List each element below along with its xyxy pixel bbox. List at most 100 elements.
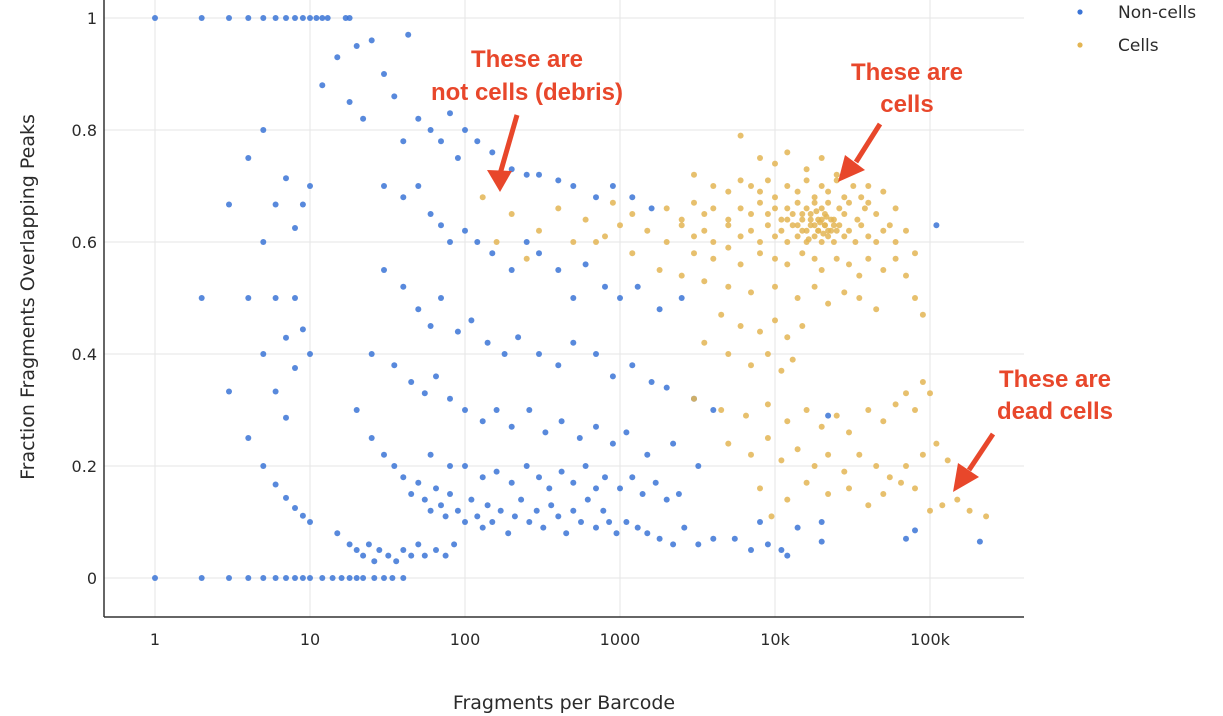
point-cells [880,267,887,273]
point-cells [841,289,848,296]
point-cells [815,227,822,234]
point-non-cells [617,295,623,301]
point-cells [846,261,852,268]
point-non-cells [903,535,909,542]
point-cells [570,239,577,245]
point-non-cells [299,326,306,333]
point-non-cells [578,519,584,525]
point-non-cells [454,507,461,514]
point-cells [794,188,801,195]
point-cells [912,250,918,257]
point-non-cells [272,295,279,301]
point-non-cells [663,384,670,391]
point-non-cells [292,365,298,371]
point-non-cells [629,194,636,201]
point-cells [858,222,865,229]
point-non-cells [433,485,439,492]
point-cells [784,334,791,341]
point-non-cells [299,201,306,208]
annotation-cells-line-1: These are [851,59,963,86]
point-non-cells [198,575,205,581]
point-non-cells [427,211,434,217]
point-cells [886,222,893,229]
point-cells [710,255,717,262]
point-non-cells [319,15,326,21]
point-non-cells [976,538,983,545]
point-non-cells [497,507,504,514]
point-non-cells [644,451,651,458]
point-non-cells [794,524,801,531]
point-non-cells [346,15,353,21]
point-non-cells [468,317,475,324]
point-cells [880,418,887,425]
point-non-cells [540,524,547,531]
point-non-cells [245,295,252,301]
point-cells [818,423,825,430]
point-non-cells [648,205,655,212]
point-non-cells [433,547,439,553]
point-cells [966,507,973,514]
point-non-cells [260,575,267,581]
point-non-cells [489,519,496,525]
point-non-cells [319,82,326,89]
point-cells [846,199,852,206]
point-non-cells [307,519,313,525]
y-tick-label: 0.4 [72,345,97,364]
point-non-cells [570,339,577,346]
point-cells [811,199,818,206]
legend-label-cells: Cells [1118,36,1159,56]
y-tick-label: 1 [87,9,97,28]
point-cells [757,485,763,492]
point-non-cells [757,519,763,525]
point-non-cells [508,267,515,273]
point-cells [811,283,818,290]
point-cells [748,211,754,217]
point-non-cells [508,423,515,430]
point-non-cells [593,194,599,201]
point-non-cells [474,138,481,145]
point-non-cells [508,166,515,173]
point-cells [811,463,818,469]
point-non-cells [393,558,400,565]
point-cells [825,199,832,206]
point-non-cells [617,485,623,492]
point-non-cells [695,463,702,469]
point-non-cells [299,15,306,21]
point-non-cells [385,552,392,559]
point-non-cells [346,541,353,548]
point-cells [757,199,763,206]
point-cells [919,451,926,458]
point-cells [523,255,530,262]
point-non-cells [710,535,717,542]
point-cells [772,194,778,201]
point-cells [803,166,810,173]
point-cells [919,379,926,385]
point-non-cells [644,530,651,537]
point-cells [912,407,918,413]
point-cells [794,233,801,240]
point-cells [743,412,749,419]
point-cells [825,227,832,234]
point-cells [617,222,623,229]
point-non-cells [415,541,422,548]
point-cells [725,283,732,290]
point-non-cells [391,463,398,469]
grid [104,0,1024,617]
point-non-cells [558,468,565,475]
point-non-cells [427,127,434,133]
point-cells [873,239,880,245]
point-cells [803,227,810,234]
point-non-cells [593,423,599,430]
point-non-cells [593,524,599,531]
point-cells [757,239,763,245]
point-non-cells [438,295,444,301]
point-non-cells [652,479,659,486]
point-cells [772,283,778,290]
point-non-cells [319,575,326,581]
point-non-cells [313,15,320,21]
point-cells [710,205,717,212]
point-non-cells [152,15,158,21]
point-cells [841,194,848,201]
point-non-cells [505,530,512,537]
point-cells [772,233,778,240]
